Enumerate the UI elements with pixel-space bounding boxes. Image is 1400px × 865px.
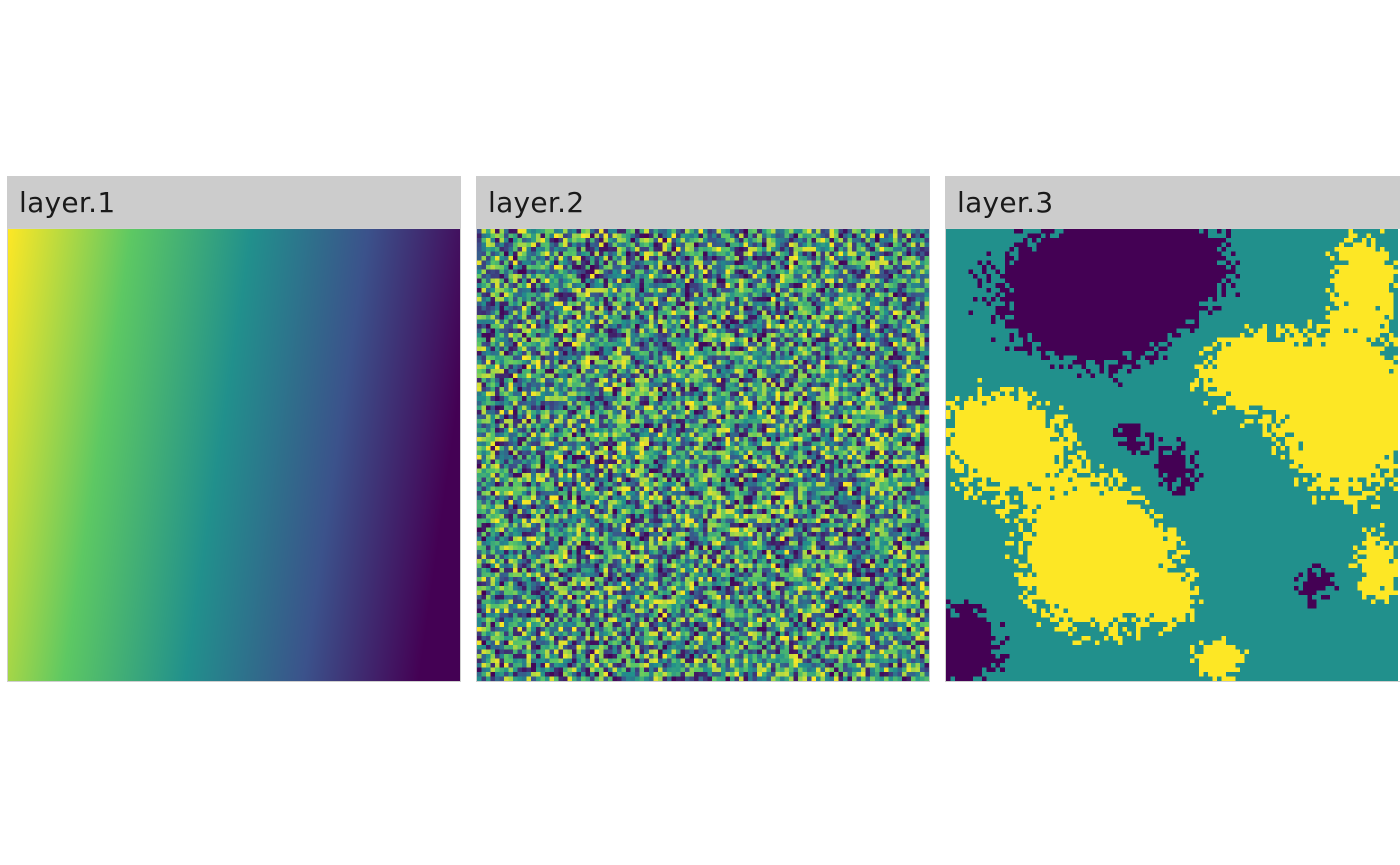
facet-strip-label: layer.3 bbox=[945, 176, 1400, 228]
raster-plot bbox=[476, 228, 930, 682]
raster-layer-2 bbox=[477, 229, 929, 681]
facet-strip-label: layer.1 bbox=[7, 176, 461, 228]
raster-layer-1 bbox=[8, 229, 460, 681]
facet-panel-layer-2: layer.2 bbox=[476, 176, 930, 682]
facet-strip-label: layer.2 bbox=[476, 176, 930, 228]
raster-plot bbox=[7, 228, 461, 682]
raster-plot bbox=[945, 228, 1400, 682]
facet-panel-layer-3: layer.3 bbox=[945, 176, 1400, 682]
facet-panel-layer-1: layer.1 bbox=[7, 176, 461, 682]
raster-layer-3 bbox=[946, 229, 1398, 681]
